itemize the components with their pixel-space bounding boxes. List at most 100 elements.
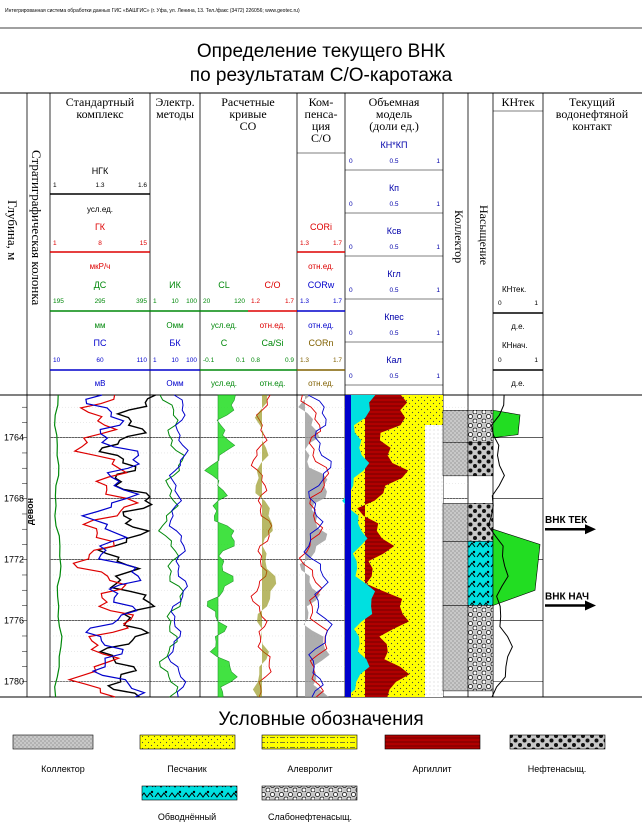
volume-scale-min: 0 [349,287,353,294]
cl-name: CL [218,280,230,290]
volume-header: модель [376,107,413,121]
scale-min: 1 [53,182,57,189]
scale-max: 110 [137,357,148,364]
volume-scale-name: Кп [389,183,399,193]
collector-block [442,503,469,542]
gk-curve [67,394,140,698]
kn-fill [492,409,521,439]
scale-unit: Омм [166,321,183,330]
calc-header: кривые [229,107,266,121]
scale-unit: мм [95,321,106,330]
scale-min: 195 [53,298,64,305]
ngk-curve [95,394,156,698]
legend-label-water: Обводнённый [158,812,216,822]
scale-max: 1.7 [333,357,342,364]
volume-scale-max: 1 [436,201,440,208]
volume-right-fill [425,425,443,697]
saturation-column-title: Насыщение [477,205,491,265]
volume-header: (доли ед.) [369,119,419,133]
legend-label-sand: Песчаник [167,764,207,774]
kn-fill [492,528,541,606]
calc-header: СО [240,119,257,133]
casi-name: Ca/Si [261,338,283,348]
volume-scale-max: 1 [436,287,440,294]
contact-header: контакт [572,119,612,133]
legend-swatch-oil [509,734,606,750]
scale-mid: 10 [171,357,179,364]
volume-scale-max: 1 [436,373,440,380]
scale-mid: 10 [171,298,179,305]
volume-header: Объемная [369,95,420,109]
co-name: C/O [264,280,280,290]
legend: Условные обозначения Коллектор Песчаник Ал… [12,709,606,822]
saturation-block [467,605,494,692]
comp-header: Ком- [309,95,334,109]
scale-max: 15 [140,240,148,247]
comp-fill [298,395,330,697]
scale-min: 10 [53,357,61,364]
co-curve [250,394,273,698]
electric-header: методы [156,107,194,121]
kn-unit: д.е. [511,322,525,331]
cl-fill [204,394,238,698]
electric-header: Электр. [155,95,194,109]
cori-name: CORi [310,222,332,232]
scale-max: 1.6 [138,182,147,189]
collector-block [442,605,469,692]
casi-fill [252,395,277,697]
volume-scale-mid: 0.5 [389,330,398,337]
contact-current-arrowhead [585,524,596,535]
ps-curve [80,394,147,698]
kn-max2: 1 [534,357,538,364]
title-line1: Определение текущего ВНК [197,41,445,62]
depth-tick-label: 1768 [4,494,24,504]
scale-min: 1.3 [300,298,309,305]
legend-label-oil: Нефтенасыщ. [528,764,587,774]
scale-unit: отн.ед. [260,379,286,388]
scale-min: 1 [153,298,157,305]
contact-initial-arrowhead [585,600,596,611]
kn-min2: 0 [498,357,502,364]
scale-min: 1 [153,357,157,364]
volume-scale-max: 1 [436,244,440,251]
volume-scale-mid: 0.5 [389,158,398,165]
ps-name: ПС [94,338,107,348]
volume-scale-min: 0 [349,201,353,208]
scale-unit: усл.ед. [211,379,237,388]
bk-curve [167,394,189,698]
scale-max: 0.9 [285,357,294,364]
volume-scale-min: 0 [349,158,353,165]
volume-scale-max: 1 [436,330,440,337]
scale-min: 1 [53,240,57,247]
calc-header: Расчетные [221,95,275,109]
column-headers: Глубина, м Стратиграфическая колонка Колле… [5,95,629,388]
contact-header: водонефтяной [556,107,629,121]
scale-min: 1.3 [300,240,309,247]
volume-scale-name: Кпес [384,312,404,322]
scale-unit: отн.ед. [260,321,286,330]
volume-scale-mid: 0.5 [389,373,398,380]
corw-name: CORw [308,280,335,290]
scale-unit: мВ [95,379,106,388]
saturation-block [467,442,494,477]
scale-min: 0.8 [251,357,260,364]
legend-label-silt: Алевролит [287,764,332,774]
kn-curve [487,394,513,698]
depth-tick-label: 1780 [4,677,24,687]
header-line: Интегрированная система обработки данных… [5,8,300,14]
strat-label: девон [25,498,35,525]
gk-name: ГК [95,222,106,232]
legend-swatch-weakoil [261,785,358,801]
corw-curve [303,394,333,698]
scale-min: 20 [203,298,211,305]
kn-tek-label: КНтек. [502,285,526,294]
scale-unit: усл.ед. [87,205,113,214]
scale-mid: 60 [96,357,104,364]
depth-tick-label: 1764 [4,433,24,443]
collector-column-title: Коллектор [452,210,466,263]
legend-swatch-water [141,785,238,801]
scale-unit: отн.ед. [308,379,334,388]
scale-max: 100 [186,357,197,364]
ngk-name: НГК [92,166,109,176]
